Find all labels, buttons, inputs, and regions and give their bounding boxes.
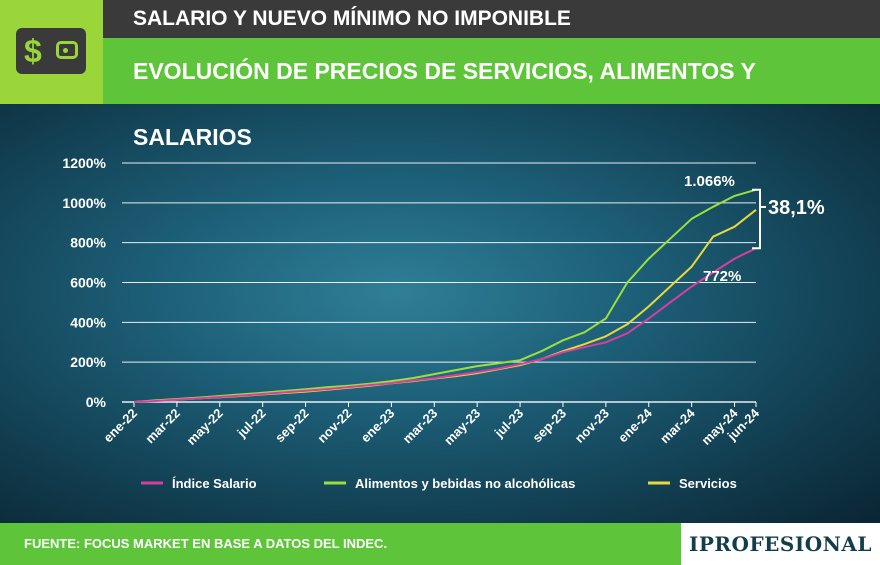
y-tick-label: 0% [86, 394, 107, 410]
x-tick-label: sep-22 [272, 406, 312, 446]
x-tick-label: jul-22 [233, 406, 268, 441]
footer-source: FUENTE: FOCUS MARKET EN BASE A DATOS DEL… [24, 536, 388, 551]
series-line-servicios [133, 209, 757, 403]
y-tick-label: 600% [70, 275, 106, 291]
x-tick-label: may-23 [441, 406, 483, 448]
x-tick-label: nov-22 [314, 406, 354, 446]
brand-logo: IPROFESIONAL [681, 523, 880, 565]
dollar-sign-glyph: $ [24, 33, 42, 69]
wallet-clasp-dot [63, 48, 68, 53]
chart-background [0, 104, 880, 523]
x-tick-label: mar-23 [400, 406, 441, 447]
annotation-salary-value: 772% [703, 268, 741, 285]
y-tick-label: 1200% [62, 155, 106, 171]
x-tick-label: nov-23 [572, 406, 612, 446]
legend-label: Servicios [679, 476, 737, 491]
y-tick-label: 1000% [62, 195, 106, 211]
legend-label: Alimentos y bebidas no alcohólicas [355, 476, 575, 491]
x-tick-label: ene-24 [615, 405, 655, 445]
y-tick-label: 200% [70, 354, 106, 370]
x-tick-label: jul-23 [491, 406, 526, 441]
wallet-dollar-icon: $ [16, 28, 86, 74]
header-kicker: SALARIO Y NUEVO MÍNIMO NO IMPONIBLE [103, 0, 880, 38]
y-tick-label: 400% [70, 314, 106, 330]
x-tick-label: mar-22 [142, 406, 183, 447]
legend-label: Índice Salario [172, 476, 257, 491]
series-line--ndice-salario [133, 247, 757, 403]
x-tick-label: may-22 [184, 406, 226, 448]
series-line-alimentos-y-bebidas-no-alcoh-licas [133, 188, 757, 403]
wallet-clasp-shape [56, 41, 78, 59]
annotation-food-value: 1.066% [684, 173, 735, 190]
x-tick-label: ene-22 [100, 406, 140, 446]
gap-bracket [752, 188, 761, 250]
header-title: EVOLUCIÓN DE PRECIOS DE SERVICIOS, ALIME… [103, 38, 880, 150]
x-tick-label: sep-23 [529, 406, 569, 446]
x-tick-label: mar-24 [657, 405, 698, 446]
annotation-gap-value: 38,1% [768, 197, 825, 219]
y-tick-label: 800% [70, 235, 106, 251]
logo-box: $ [0, 0, 103, 104]
x-tick-label: ene-23 [358, 406, 398, 446]
